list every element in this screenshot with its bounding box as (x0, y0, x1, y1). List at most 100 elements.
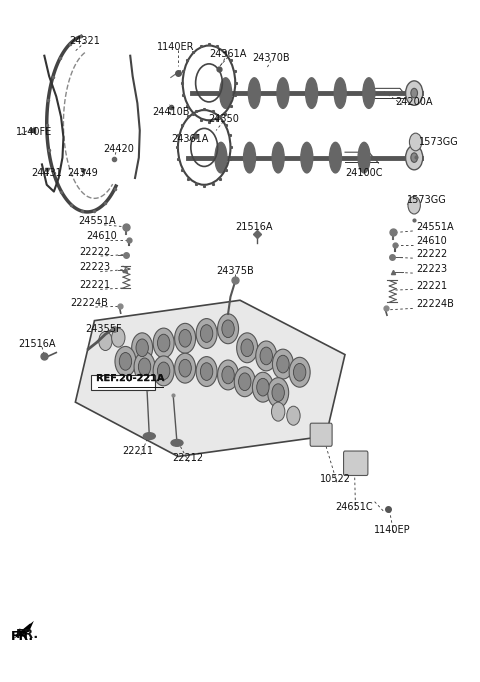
Circle shape (241, 339, 253, 357)
Text: 24375B: 24375B (216, 267, 254, 276)
Circle shape (179, 359, 192, 377)
Text: 24349: 24349 (67, 168, 98, 178)
Text: 24361A: 24361A (209, 49, 247, 59)
Circle shape (293, 364, 306, 381)
Ellipse shape (329, 143, 341, 173)
Circle shape (196, 318, 217, 349)
Text: REF.20-221A: REF.20-221A (96, 373, 165, 383)
Circle shape (406, 81, 423, 105)
Text: 24610: 24610 (417, 236, 447, 246)
Ellipse shape (248, 78, 260, 108)
Circle shape (408, 196, 420, 214)
Text: 1573GG: 1573GG (407, 195, 447, 205)
Circle shape (237, 333, 258, 363)
Text: 24420: 24420 (103, 144, 134, 154)
Ellipse shape (358, 143, 370, 173)
Circle shape (257, 379, 269, 396)
Ellipse shape (301, 143, 313, 173)
Circle shape (157, 334, 170, 352)
Circle shape (256, 341, 277, 371)
Ellipse shape (363, 78, 375, 108)
Text: 24370B: 24370B (252, 53, 290, 63)
Circle shape (153, 328, 174, 358)
Text: 24551A: 24551A (78, 216, 116, 226)
Circle shape (200, 325, 213, 342)
Circle shape (200, 363, 213, 381)
Circle shape (252, 372, 274, 402)
Text: FR.: FR. (16, 628, 39, 641)
Polygon shape (75, 300, 345, 456)
Ellipse shape (171, 439, 183, 446)
Circle shape (409, 133, 422, 151)
Circle shape (115, 346, 136, 376)
Text: 10522: 10522 (320, 473, 351, 484)
Text: 21516A: 21516A (236, 222, 273, 233)
Polygon shape (13, 621, 34, 638)
Ellipse shape (220, 78, 232, 108)
Ellipse shape (277, 78, 289, 108)
Circle shape (411, 153, 418, 162)
Circle shape (217, 314, 239, 344)
Ellipse shape (215, 143, 227, 173)
Circle shape (134, 352, 155, 382)
Circle shape (222, 366, 234, 384)
Circle shape (234, 367, 255, 397)
Text: 24100C: 24100C (345, 168, 383, 178)
Text: 22211: 22211 (122, 447, 153, 456)
Circle shape (138, 358, 151, 376)
Circle shape (136, 339, 148, 357)
Text: 1573GG: 1573GG (419, 137, 459, 147)
Circle shape (222, 320, 234, 338)
Circle shape (289, 357, 310, 387)
Text: 24361A: 24361A (171, 134, 209, 144)
Circle shape (119, 353, 132, 370)
Text: 22222: 22222 (79, 247, 110, 257)
Text: 22221: 22221 (79, 280, 110, 290)
Circle shape (175, 353, 196, 383)
Text: 22212: 22212 (172, 454, 203, 463)
FancyBboxPatch shape (344, 451, 368, 475)
Circle shape (179, 329, 192, 347)
Circle shape (196, 357, 217, 387)
Text: FR.: FR. (12, 630, 35, 643)
Text: 24350: 24350 (208, 114, 239, 123)
Text: 22222: 22222 (417, 250, 448, 259)
Circle shape (239, 373, 251, 391)
Circle shape (272, 384, 284, 402)
Circle shape (112, 328, 125, 347)
Text: 24321: 24321 (70, 35, 100, 46)
Ellipse shape (144, 432, 156, 439)
Circle shape (268, 378, 288, 408)
Text: 1140FE: 1140FE (16, 128, 52, 137)
Circle shape (277, 355, 289, 373)
Circle shape (411, 89, 418, 98)
Circle shape (153, 356, 174, 386)
Text: 24551A: 24551A (417, 222, 454, 233)
Circle shape (217, 360, 239, 390)
Text: 24651C: 24651C (336, 502, 373, 512)
Ellipse shape (243, 143, 255, 173)
Text: 24610: 24610 (86, 231, 117, 241)
Circle shape (272, 402, 285, 421)
Text: 22223: 22223 (417, 265, 448, 274)
Text: 24410B: 24410B (152, 107, 190, 117)
Circle shape (99, 331, 112, 351)
Ellipse shape (272, 143, 284, 173)
Circle shape (273, 349, 293, 379)
Circle shape (406, 145, 423, 170)
Text: 1140EP: 1140EP (374, 524, 411, 535)
Text: 22223: 22223 (79, 263, 110, 272)
Circle shape (157, 362, 170, 380)
Text: 1140ER: 1140ER (157, 42, 194, 53)
Ellipse shape (334, 78, 346, 108)
Text: 22224B: 22224B (417, 299, 455, 309)
FancyBboxPatch shape (310, 424, 332, 446)
Ellipse shape (306, 78, 318, 108)
Text: 24200A: 24200A (396, 97, 433, 106)
Text: 21516A: 21516A (18, 339, 56, 349)
Circle shape (175, 323, 196, 353)
Text: 24355F: 24355F (85, 324, 122, 334)
Circle shape (260, 347, 273, 365)
FancyBboxPatch shape (91, 375, 155, 390)
Circle shape (287, 406, 300, 425)
